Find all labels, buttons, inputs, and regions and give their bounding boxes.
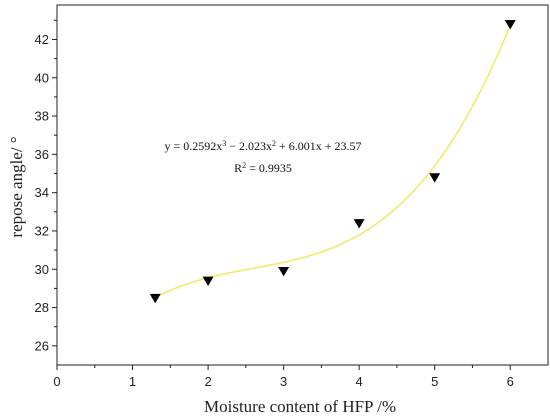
- fit-equation: y = 0.2592x3 − 2.023x2 + 6.001x + 23.57: [164, 139, 361, 154]
- data-point: [353, 219, 365, 229]
- data-point: [429, 173, 441, 183]
- y-tick-label: 38: [35, 109, 49, 124]
- plot-frame: [56, 4, 549, 366]
- x-tick-label: 6: [507, 374, 514, 389]
- data-point: [149, 293, 161, 304]
- fit-equation-mid: − 2.023x: [226, 139, 272, 153]
- x-tick-label: 0: [53, 374, 60, 389]
- y-tick-label: 42: [35, 32, 49, 47]
- r-squared-label: R2 = 0.9935: [234, 161, 292, 176]
- fit-equation-sup-2: 2: [272, 139, 276, 148]
- r-squared-tail: = 0.9935: [246, 161, 292, 175]
- y-axis-title: repose angle/ °: [7, 136, 26, 237]
- y-tick-label: 28: [35, 300, 49, 315]
- axes: [52, 4, 549, 370]
- fit-equation-tail: + 6.001x + 23.57: [276, 139, 362, 153]
- x-tick-label: 1: [129, 374, 136, 389]
- y-tick-label: 40: [35, 70, 49, 85]
- data-point: [278, 267, 290, 277]
- y-tick-label: 34: [35, 185, 49, 200]
- data-point: [504, 20, 516, 30]
- fit-curve: [154, 25, 511, 299]
- y-tick-label: 32: [35, 223, 49, 238]
- x-tick-label: 2: [204, 374, 211, 389]
- y-tick-label: 30: [35, 262, 49, 277]
- fit-equation-lead: y = 0.2592x: [164, 139, 222, 153]
- r-squared-lead: R: [234, 161, 242, 175]
- r-squared-sup: 2: [242, 161, 246, 170]
- y-tick-label: 36: [35, 147, 49, 162]
- data-points-layer: [149, 20, 516, 304]
- x-tick-label: 4: [356, 374, 363, 389]
- x-tick-label: 5: [431, 374, 438, 389]
- x-tick-label: 3: [280, 374, 287, 389]
- data-point: [202, 276, 214, 286]
- x-axis-title: Moisture content of HFP /%: [204, 397, 396, 416]
- fit-curve-layer: [154, 25, 511, 299]
- y-tick-label: 26: [35, 338, 49, 353]
- fit-equation-sup-3: 3: [222, 139, 226, 148]
